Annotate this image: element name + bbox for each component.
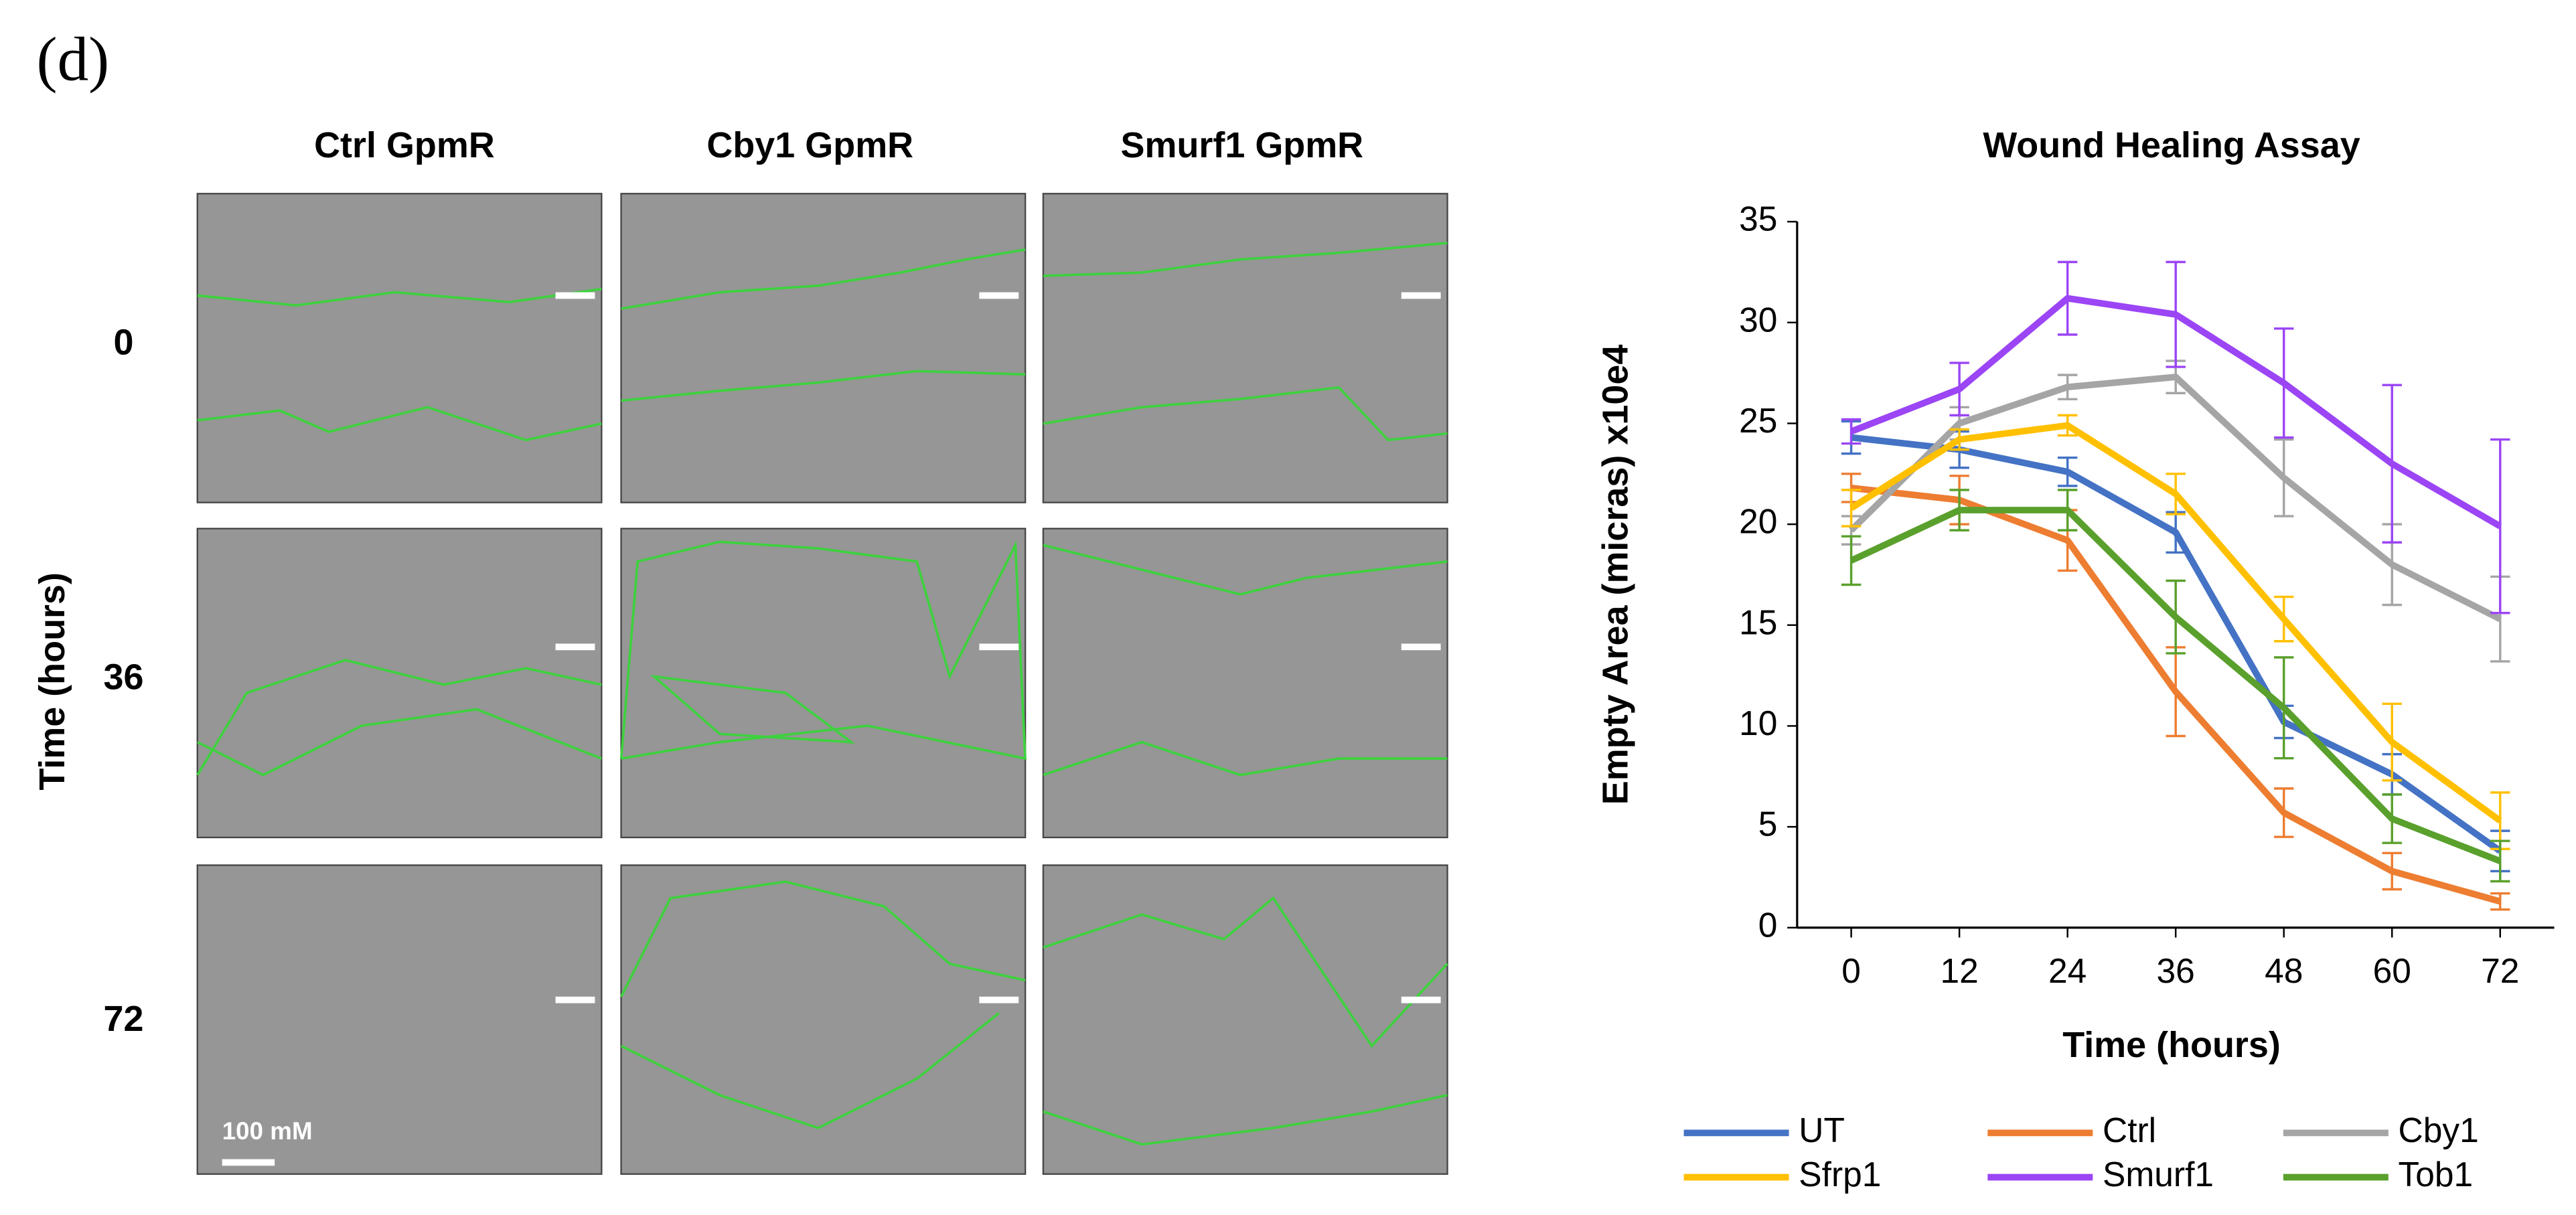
micrograph bbox=[1042, 864, 1448, 1175]
micrograph-image bbox=[196, 193, 603, 503]
legend-label: Sfrp1 bbox=[1799, 1155, 1881, 1194]
scale-bar bbox=[222, 1159, 275, 1166]
wound-outline bbox=[620, 1011, 1000, 1129]
legend-label: UT bbox=[1799, 1111, 1845, 1149]
scale-marker bbox=[555, 292, 595, 299]
wound-outline bbox=[197, 708, 602, 777]
x-tick-label: 12 bbox=[1940, 951, 1978, 990]
micrograph-image bbox=[620, 528, 1027, 839]
x-tick-label: 0 bbox=[1841, 951, 1861, 990]
micrograph-image bbox=[196, 528, 603, 839]
micrograph-image bbox=[1042, 864, 1448, 1175]
y-tick-label: 0 bbox=[1758, 905, 1778, 944]
scale-marker bbox=[555, 996, 595, 1003]
wound-outline bbox=[1043, 740, 1448, 777]
image-texture bbox=[197, 528, 602, 837]
scale-marker bbox=[979, 292, 1019, 299]
scale-marker bbox=[1401, 292, 1441, 299]
x-axis-label: Time (hours) bbox=[2062, 1025, 2281, 1065]
series-line bbox=[1849, 422, 2502, 824]
micrograph-image bbox=[1042, 193, 1448, 503]
micrograph-image bbox=[620, 193, 1027, 503]
micrograph-image bbox=[196, 864, 603, 1175]
scale-marker bbox=[1401, 996, 1441, 1003]
micrograph bbox=[196, 528, 603, 839]
y-axis-label: Empty Area (micras) x10e4 bbox=[1596, 345, 1636, 805]
column-title: Cby1 GpmR bbox=[706, 125, 913, 165]
wound-outline bbox=[1043, 896, 1448, 1048]
x-tick-label: 24 bbox=[2048, 951, 2087, 990]
wound-outline bbox=[197, 287, 602, 307]
image-texture bbox=[197, 193, 602, 503]
wound-outline bbox=[620, 880, 1026, 997]
row-axis-label: Time (hours) bbox=[32, 572, 72, 791]
row-label: 72 bbox=[104, 999, 144, 1039]
y-tick-label: 20 bbox=[1739, 502, 1777, 541]
micrograph bbox=[1042, 193, 1448, 503]
wound-outline bbox=[650, 674, 856, 744]
micrograph-image bbox=[620, 864, 1027, 1175]
image-texture bbox=[197, 865, 602, 1174]
image-texture bbox=[1043, 528, 1448, 837]
micrograph bbox=[619, 528, 1027, 839]
column-title: Smurf1 GpmR bbox=[1121, 125, 1364, 165]
row-label: 36 bbox=[104, 657, 144, 698]
scale-marker bbox=[555, 643, 595, 651]
series-line bbox=[1849, 295, 2502, 530]
image-texture bbox=[621, 865, 1026, 1174]
scale-marker bbox=[979, 643, 1019, 651]
wound-outline bbox=[1043, 544, 1448, 596]
wound-outline bbox=[1043, 386, 1448, 442]
micrograph bbox=[620, 864, 1027, 1175]
chart-title: Wound Healing Assay bbox=[1983, 125, 2360, 165]
wound-outline bbox=[1043, 1094, 1448, 1146]
micrograph-image bbox=[1042, 528, 1448, 839]
x-tick-label: 60 bbox=[2373, 951, 2411, 990]
legend-label: Ctrl bbox=[2103, 1111, 2156, 1149]
y-tick-label: 35 bbox=[1739, 199, 1777, 238]
y-tick-label: 25 bbox=[1739, 401, 1777, 440]
wound-outline bbox=[621, 248, 1026, 310]
row-label: 0 bbox=[114, 322, 134, 362]
wound-outline bbox=[621, 370, 1026, 402]
image-texture bbox=[1043, 193, 1448, 503]
column-title: Ctrl GpmR bbox=[314, 125, 495, 165]
scale-marker bbox=[979, 996, 1019, 1003]
panel-label: (d) bbox=[37, 25, 110, 94]
scale-marker bbox=[1401, 643, 1441, 651]
image-texture bbox=[621, 193, 1026, 503]
x-tick-label: 48 bbox=[2265, 951, 2303, 990]
x-tick-label: 72 bbox=[2481, 951, 2519, 990]
micrograph-grid: Ctrl GpmR Cby1 GpmR Smurf1 GpmR 0 36 72 100 mM bbox=[104, 125, 1448, 1175]
micrograph bbox=[620, 193, 1027, 503]
series-line bbox=[1849, 507, 2502, 864]
scale-bar-label: 100 mM bbox=[222, 1117, 313, 1145]
micrograph bbox=[1042, 528, 1448, 839]
y-tick-label: 10 bbox=[1739, 704, 1777, 742]
image-texture bbox=[1043, 865, 1448, 1174]
legend-label: Smurf1 bbox=[2103, 1155, 2214, 1194]
wound-outline bbox=[1043, 242, 1448, 277]
micrograph bbox=[196, 193, 603, 503]
legend-label: Cby1 bbox=[2399, 1111, 2479, 1149]
wound-outline bbox=[197, 406, 602, 442]
x-tick-label: 36 bbox=[2157, 951, 2195, 990]
wound-outline bbox=[196, 659, 602, 776]
micrograph bbox=[196, 864, 603, 1175]
image-texture bbox=[621, 528, 1026, 837]
wound-outline bbox=[619, 540, 1027, 760]
series-line bbox=[1849, 374, 2502, 623]
y-tick-label: 5 bbox=[1758, 805, 1778, 843]
legend-label: Tob1 bbox=[2399, 1155, 2474, 1194]
y-tick-label: 15 bbox=[1739, 602, 1777, 641]
y-tick-label: 30 bbox=[1739, 300, 1777, 339]
